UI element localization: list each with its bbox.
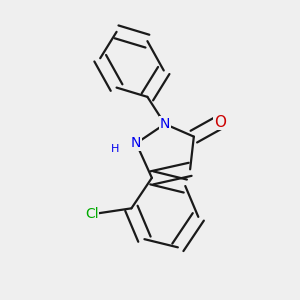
Text: H: H (110, 144, 119, 154)
Text: Cl: Cl (85, 207, 98, 221)
Text: N: N (131, 136, 141, 150)
Text: O: O (214, 115, 226, 130)
Text: N: N (160, 117, 170, 131)
